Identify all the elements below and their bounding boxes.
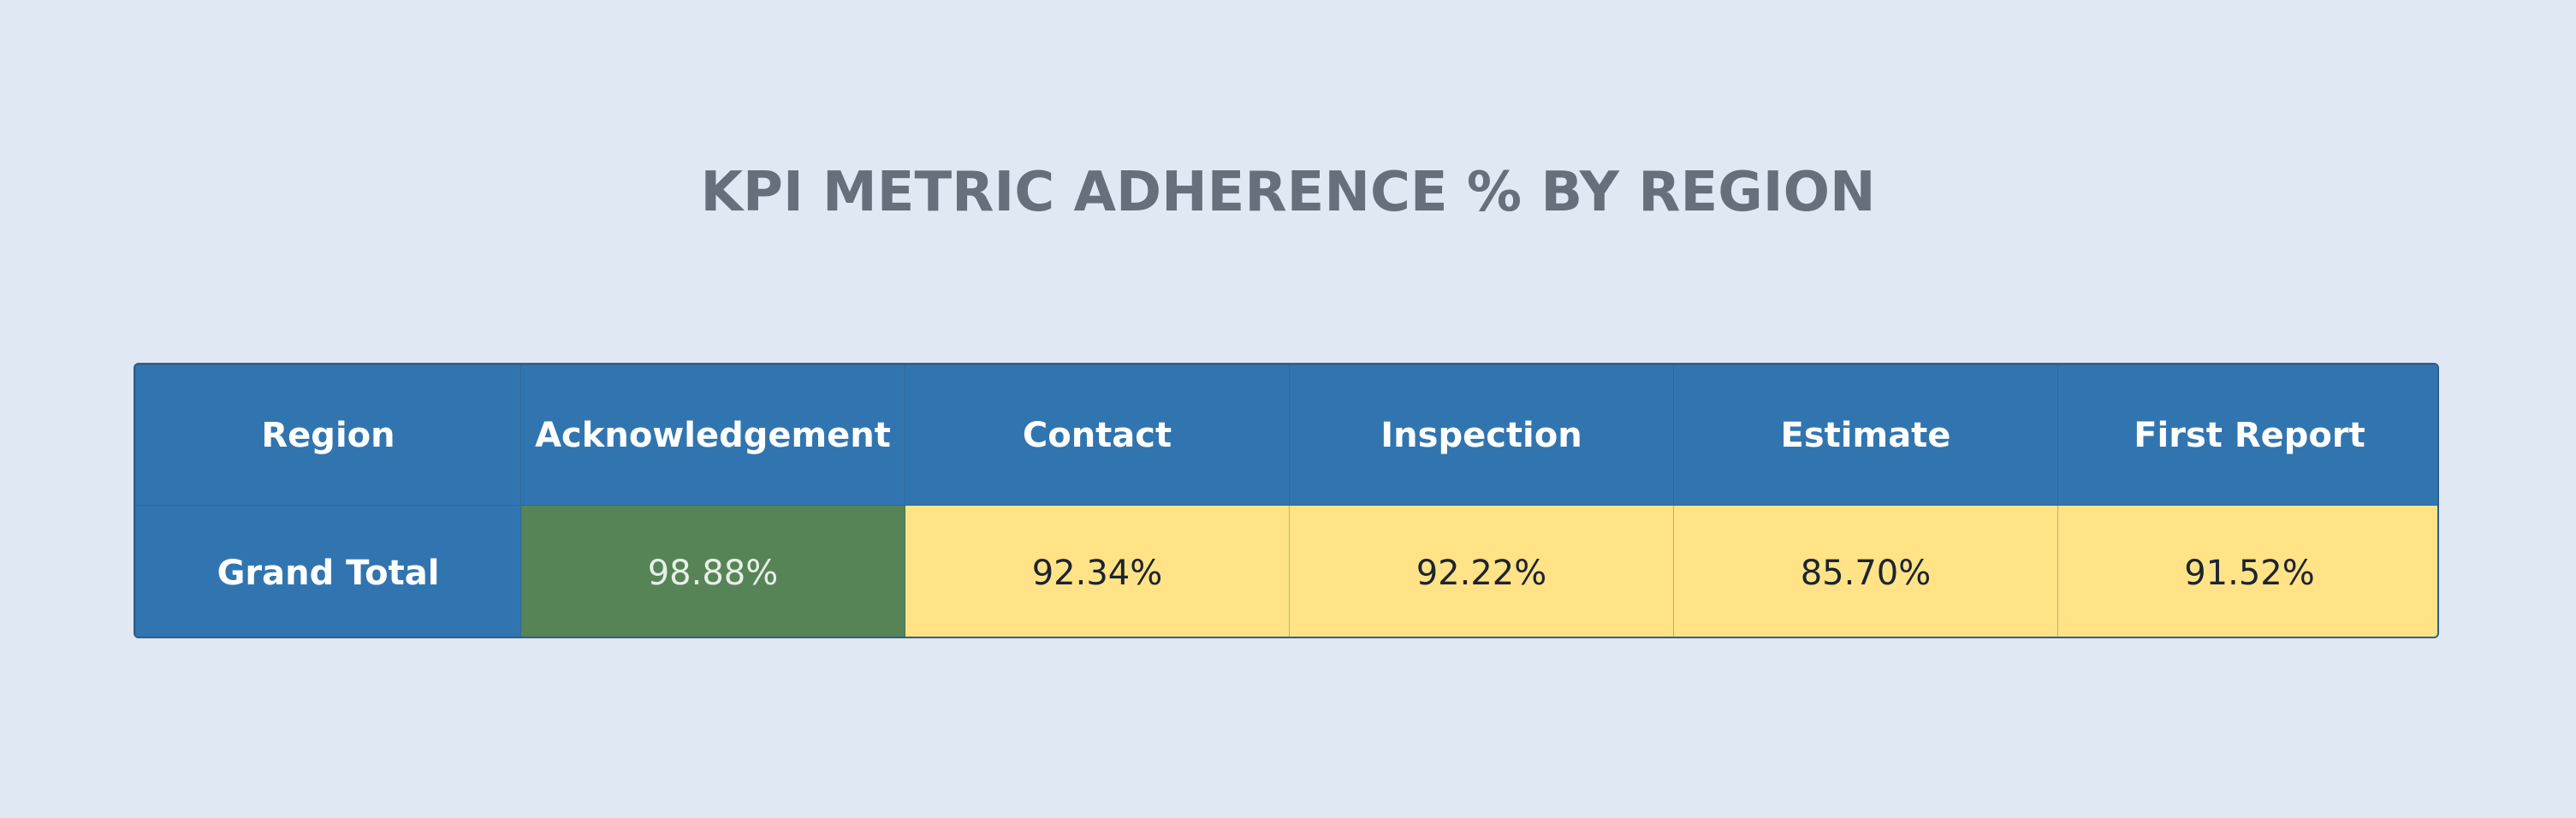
kpi-table-container: Region Acknowledgement Contact Inspectio…	[134, 363, 2439, 638]
cell-contact: 92.34%	[905, 505, 1290, 637]
table-row-grand-total: Grand Total 98.88% 92.34% 92.22% 85.70% …	[135, 505, 2437, 637]
cell-estimate: 85.70%	[1673, 505, 2058, 637]
chart-title: KPI METRIC ADHERENCE % BY REGION	[700, 161, 1876, 224]
column-header-contact: Contact	[905, 365, 1290, 506]
cell-first-report: 91.52%	[2057, 505, 2437, 637]
cell-acknowledgement: 98.88%	[520, 505, 905, 637]
row-label-grand-total: Grand Total	[135, 505, 521, 637]
column-header-inspection: Inspection	[1289, 365, 1674, 506]
column-header-first-report: First Report	[2057, 365, 2437, 506]
kpi-table: Region Acknowledgement Contact Inspectio…	[135, 365, 2437, 637]
column-header-acknowledgement: Acknowledgement	[520, 365, 905, 506]
cell-inspection: 92.22%	[1289, 505, 1674, 637]
column-header-estimate: Estimate	[1673, 365, 2058, 506]
table-header-row: Region Acknowledgement Contact Inspectio…	[135, 365, 2437, 506]
column-header-region: Region	[135, 365, 521, 506]
